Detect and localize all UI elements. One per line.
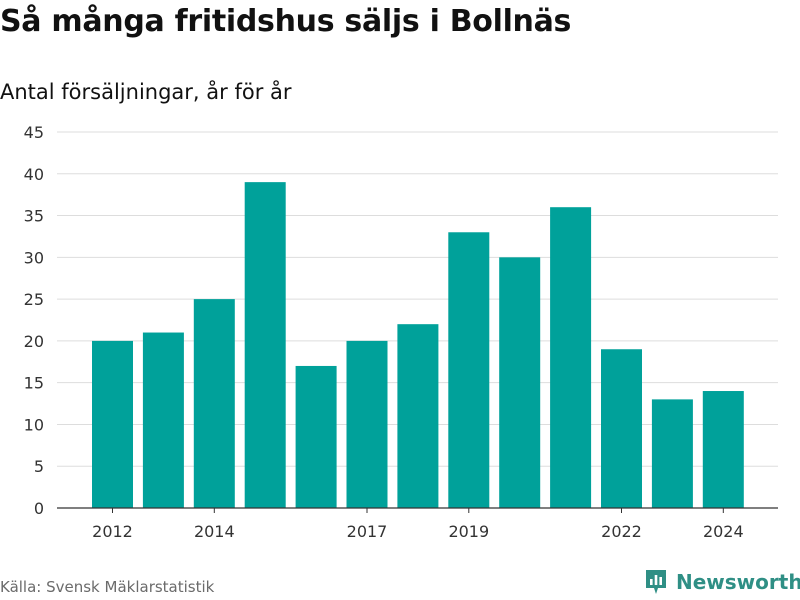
bar-2021 <box>550 207 592 508</box>
y-tick-label: 0 <box>34 499 44 518</box>
y-tick-label: 35 <box>24 207 44 226</box>
y-tick-label: 45 <box>24 123 44 142</box>
bar-2022 <box>601 349 642 508</box>
source-note: Källa: Svensk Mäklarstatistik <box>0 578 215 596</box>
bar-2016 <box>295 365 337 508</box>
brand-logo: Newsworthy <box>644 568 800 596</box>
bar-2017 <box>346 340 388 508</box>
x-tick-label: 2012 <box>92 522 133 541</box>
bar-2014 <box>193 299 235 508</box>
y-tick-label: 20 <box>24 332 44 351</box>
x-tick-label: 2024 <box>703 522 744 541</box>
chart-title: Så många fritidshus säljs i Bollnäs <box>0 4 572 39</box>
bar-2024 <box>702 391 744 508</box>
y-tick-label: 30 <box>24 248 44 267</box>
bar-2013 <box>142 332 184 508</box>
bar-2012 <box>92 340 133 508</box>
bar-2020 <box>499 257 541 508</box>
x-tick-label: 2014 <box>194 522 235 541</box>
y-tick-label: 5 <box>34 457 44 476</box>
bar-chart: 0 5 10 15 20 25 30 35 40 45 2012 2014 2017 2019 2022 20… <box>24 123 778 541</box>
bar-2019 <box>448 232 490 508</box>
x-tick-label: 2019 <box>448 522 489 541</box>
bar-2023 <box>651 399 693 508</box>
y-tick-label: 25 <box>24 290 44 309</box>
y-tick-label: 40 <box>24 165 44 184</box>
y-tick-label: 10 <box>24 415 44 434</box>
chart-subtitle: Antal försäljningar, år för år <box>0 80 292 104</box>
x-tick-label: 2022 <box>601 522 642 541</box>
bar-2018 <box>397 324 439 508</box>
bar-chart-icon <box>646 570 666 594</box>
y-tick-label: 15 <box>24 374 44 393</box>
x-tick-label: 2017 <box>347 522 388 541</box>
bar-2015 <box>244 182 286 508</box>
brand-name: Newsworthy <box>676 570 800 594</box>
